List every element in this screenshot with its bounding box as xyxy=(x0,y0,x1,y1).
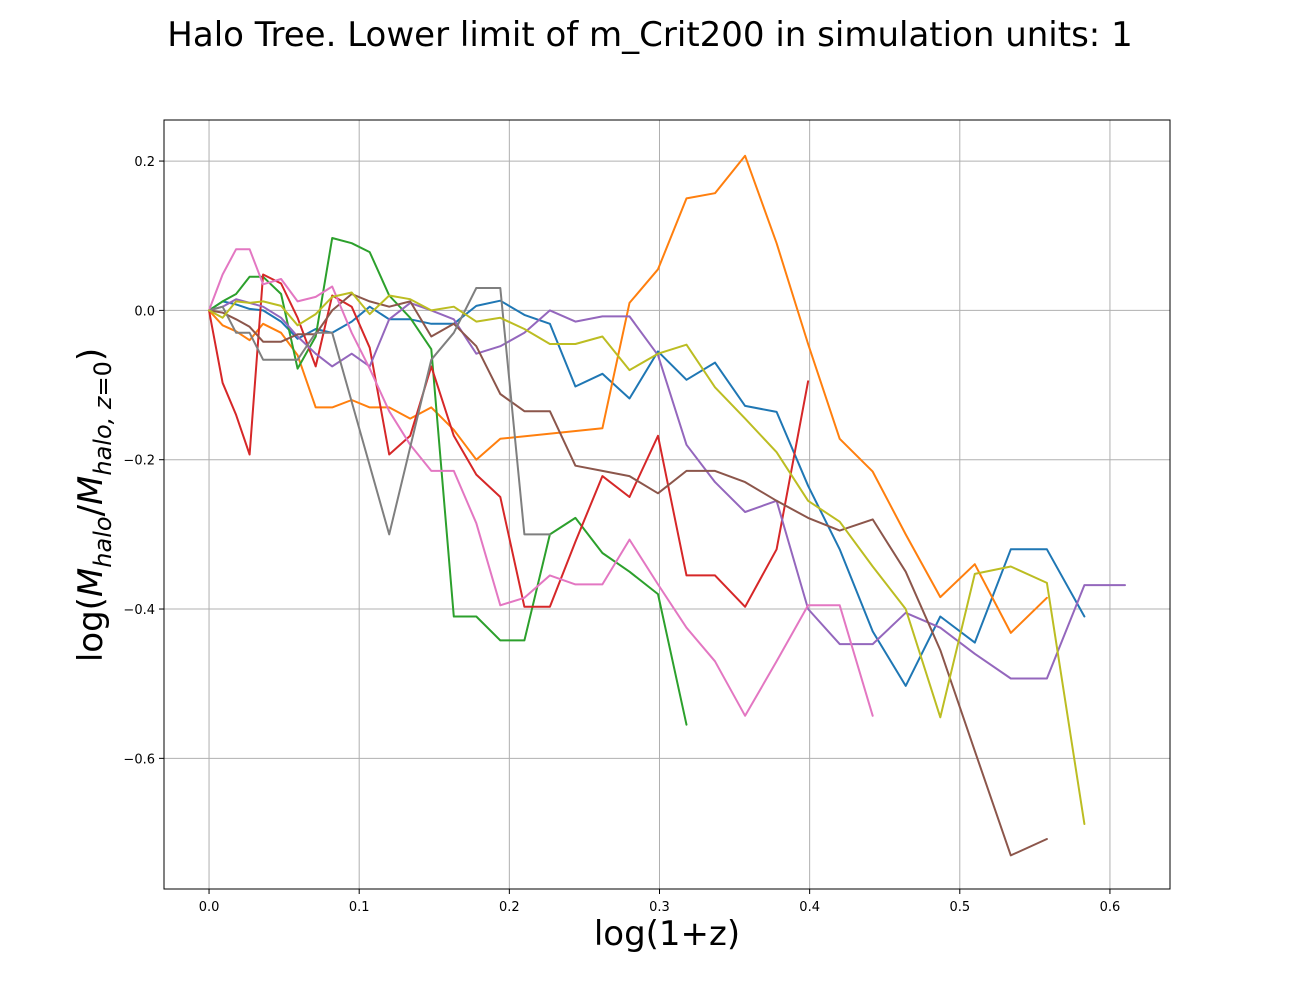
x-axis-ticks: 0.0 0.1 0.2 0.3 0.4 0.5 0.6 xyxy=(199,889,1121,915)
series-line-4 xyxy=(208,273,810,608)
series-lines xyxy=(208,154,1126,857)
x-tick-label: 0.0 xyxy=(199,900,220,915)
series-line-7 xyxy=(208,248,874,717)
series-line-9 xyxy=(208,291,1086,825)
y-axis-ticks: 0.2 0.0 −0.2 −0.4 −0.6 xyxy=(123,155,164,767)
series-line-6 xyxy=(208,293,1048,857)
series-line-2 xyxy=(208,154,1048,634)
series-line-3 xyxy=(208,237,688,726)
series-line-5 xyxy=(208,298,1126,680)
x-tick-label: 0.5 xyxy=(949,900,970,915)
y-tick-label: 0.0 xyxy=(134,304,155,319)
y-tick-label: 0.2 xyxy=(134,155,155,170)
y-tick-label: −0.4 xyxy=(123,603,155,618)
y-axis-label: log(Mhalo/Mhalo, z=0) xyxy=(71,348,117,662)
y-tick-label: −0.2 xyxy=(123,454,155,469)
x-tick-label: 0.6 xyxy=(1100,900,1121,915)
x-tick-label: 0.1 xyxy=(349,900,370,915)
series-line-8 xyxy=(208,287,551,536)
x-tick-label: 0.3 xyxy=(649,900,670,915)
grid-lines xyxy=(164,120,1170,889)
x-tick-label: 0.2 xyxy=(499,900,520,915)
chart-title: Halo Tree. Lower limit of m_Crit200 in s… xyxy=(167,15,1132,55)
x-axis-label: log(1+z) xyxy=(594,914,740,954)
plot-frame xyxy=(163,119,1171,890)
x-tick-label: 0.4 xyxy=(799,900,820,915)
y-tick-label: −0.6 xyxy=(123,752,155,767)
